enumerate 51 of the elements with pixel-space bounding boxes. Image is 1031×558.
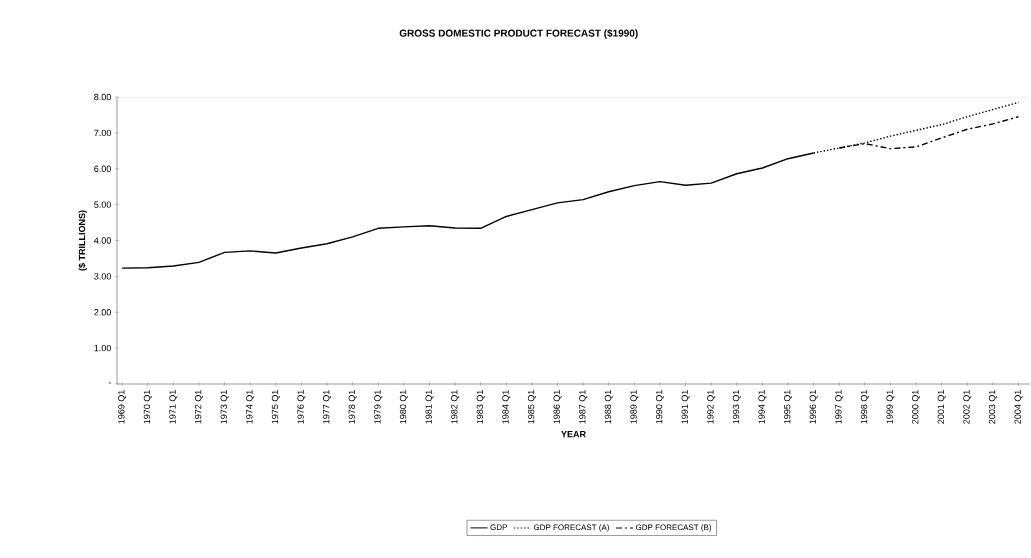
chart-title: GROSS DOMESTIC PRODUCT FORECAST ($1990) <box>399 29 638 39</box>
x-tick-label: 2000 Q1 <box>912 390 921 424</box>
x-tick-label: 1985 Q1 <box>527 390 536 424</box>
legend-label: GDP FORECAST (A) <box>533 524 609 532</box>
x-tick-label: 1976 Q1 <box>297 390 306 424</box>
y-tick-label: 6.00 <box>94 165 111 172</box>
y-tick-label: - <box>108 382 111 384</box>
x-tick-label: 1980 Q1 <box>399 390 408 424</box>
x-tick-label: 1986 Q1 <box>553 390 562 424</box>
x-tick-label: 2002 Q1 <box>963 390 972 424</box>
x-tick-label: 1987 Q1 <box>579 390 588 424</box>
y-axis-title: ($ TRILLIONS) <box>78 210 87 271</box>
x-tick-label: 1996 Q1 <box>809 390 818 424</box>
y-tick-label: 5.00 <box>94 201 111 208</box>
x-tick-label: 1971 Q1 <box>169 390 178 424</box>
x-tick-label: 2001 Q1 <box>937 390 946 424</box>
x-tick-label: 1994 Q1 <box>758 390 767 424</box>
x-tick-label: 1981 Q1 <box>425 390 434 424</box>
x-axis-title: YEAR <box>561 431 586 438</box>
x-tick-label: 2004 Q1 <box>1014 390 1023 424</box>
x-tick-label: 1977 Q1 <box>323 390 331 424</box>
x-tick-label: 1973 Q1 <box>220 390 229 424</box>
y-tick-label: 1.00 <box>94 344 111 352</box>
x-tick-label: 1983 Q1 <box>476 390 485 424</box>
y-tick-label: 8.00 <box>94 93 111 101</box>
y-tick-label: 2.00 <box>94 309 111 316</box>
x-tick-label: 1969 Q1 <box>118 390 127 424</box>
x-tick-label: 1988 Q1 <box>604 390 613 424</box>
x-tick-label: 1992 Q1 <box>707 390 716 424</box>
x-tick-label: 1972 Q1 <box>194 390 203 424</box>
x-tick-label: 2003 Q1 <box>988 390 997 424</box>
x-tick-label: 1998 Q1 <box>860 390 869 424</box>
x-tick-label: 1995 Q1 <box>784 390 792 424</box>
legend-label: GDP FORECAST (B) <box>635 524 712 532</box>
x-tick-label: 1979 Q1 <box>374 390 383 424</box>
legend-label: GDP <box>490 524 507 531</box>
y-tick-label: 7.00 <box>94 129 111 137</box>
x-tick-label: 1975 Q1 <box>271 390 280 424</box>
x-tick-label: 1974 Q1 <box>246 390 255 424</box>
x-tick-label: 1984 Q1 <box>502 390 511 424</box>
x-tick-label: 1990 Q1 <box>655 390 664 424</box>
x-tick-label: 1993 Q1 <box>732 390 741 424</box>
x-tick-label: 1970 Q1 <box>143 390 152 424</box>
x-tick-label: 1991 Q1 <box>681 390 690 424</box>
y-tick-label: 3.00 <box>94 273 111 280</box>
x-tick-label: 1997 Q1 <box>835 390 844 424</box>
x-tick-label: 1999 Q1 <box>886 390 895 424</box>
x-tick-label: 1989 Q1 <box>630 390 639 424</box>
x-tick-label: 1982 Q1 <box>451 390 460 424</box>
x-tick-label: 1978 Q1 <box>348 390 357 424</box>
y-tick-label: 4.00 <box>94 237 111 244</box>
